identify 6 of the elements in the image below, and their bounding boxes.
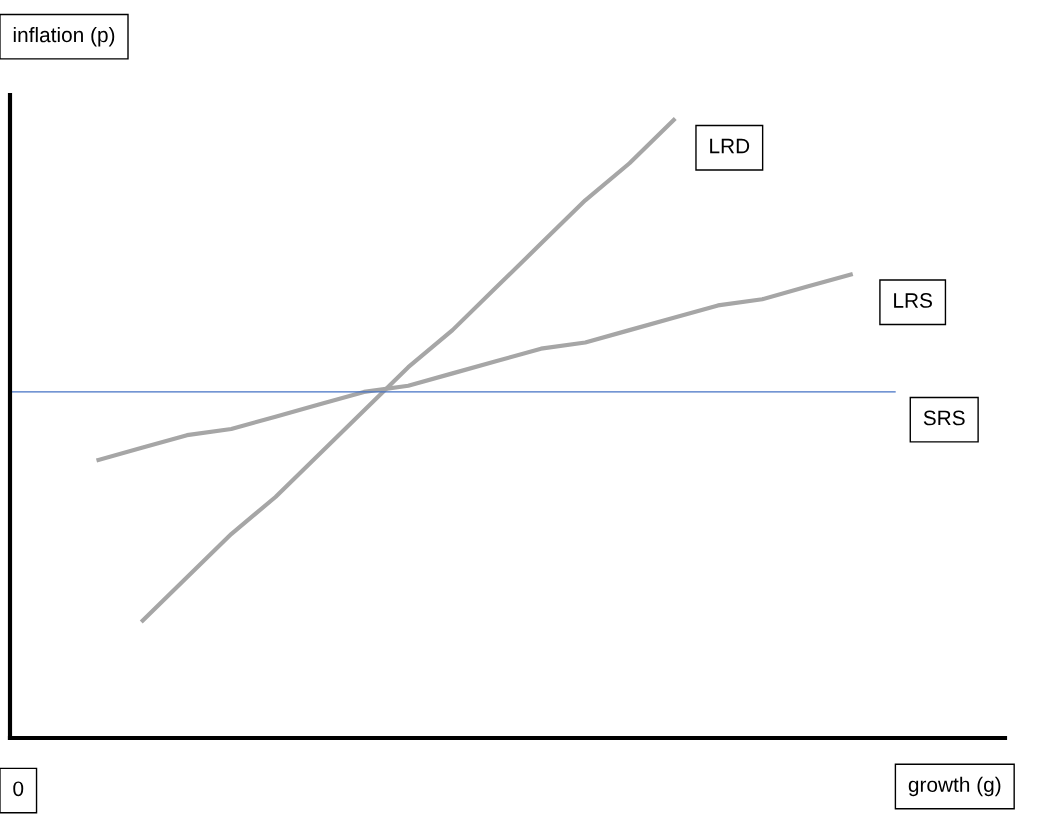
text: 0	[13, 781, 24, 797]
x-axis-title: growth (g)	[908, 776, 1001, 797]
y-axis-title: inflation (p)	[13, 26, 115, 47]
series-label: LRD	[710, 138, 750, 154]
series-label: SRS	[923, 410, 965, 426]
text: LRS	[894, 293, 932, 308]
